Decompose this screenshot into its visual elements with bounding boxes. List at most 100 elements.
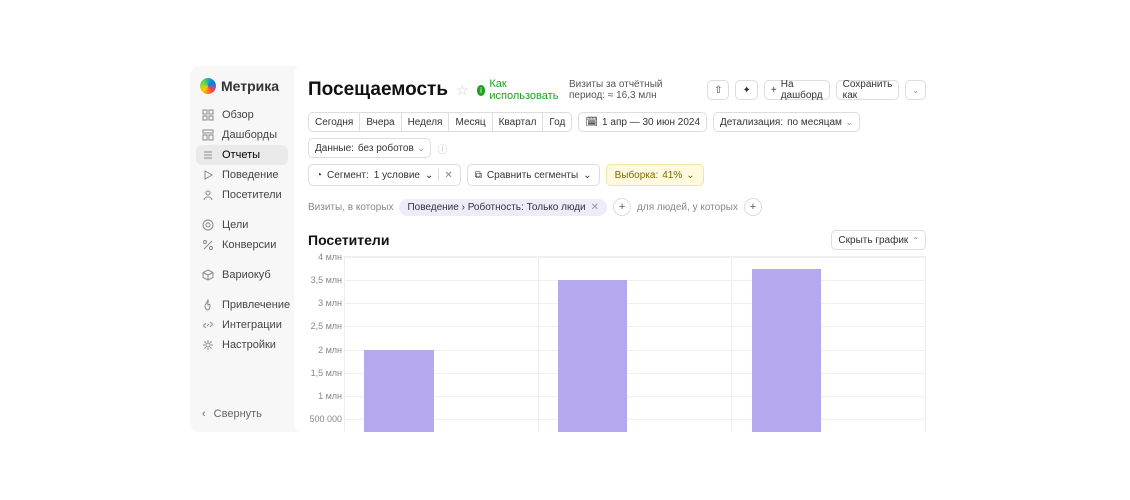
y-axis-label: 3 млн bbox=[318, 298, 342, 308]
sample-value: 41% bbox=[662, 170, 682, 181]
period-today[interactable]: Сегодня bbox=[308, 112, 359, 132]
brand: Метрика bbox=[196, 76, 288, 104]
chevron-down-icon: ⌄ bbox=[425, 170, 433, 181]
hide-chart-button[interactable]: Скрыть график ⌃ bbox=[831, 230, 926, 250]
sidebar-item-acquisition[interactable]: Привлечение bbox=[196, 295, 288, 315]
sidebar-item-label: Конверсии bbox=[222, 239, 276, 251]
share-button[interactable]: ⇧ bbox=[707, 80, 729, 100]
period-yesterday[interactable]: Вчера bbox=[359, 112, 400, 132]
add-dashboard-label: На дашборд bbox=[781, 79, 823, 101]
segment-icon: ◔ bbox=[316, 170, 322, 181]
chart-bar[interactable] bbox=[364, 350, 433, 433]
chart-title: Посетители bbox=[308, 232, 389, 248]
filter-people-label: для людей, у которых bbox=[637, 202, 738, 213]
chip-remove-icon[interactable]: ✕ bbox=[591, 202, 599, 213]
plus-icon: + bbox=[771, 85, 777, 96]
granularity-value: по месяцам bbox=[787, 117, 842, 128]
chevron-down-icon: ⌄ bbox=[686, 170, 694, 181]
compare-label: Сравнить сегменты bbox=[487, 170, 578, 181]
cube-icon bbox=[202, 269, 214, 281]
grid-icon bbox=[202, 109, 214, 121]
y-axis-label: 1,5 млн bbox=[311, 368, 342, 378]
period-week[interactable]: Неделя bbox=[401, 112, 449, 132]
sidebar-collapse-label: Свернуть bbox=[214, 408, 262, 420]
main-content: Посещаемость ☆ i Как использовать Визиты… bbox=[294, 66, 940, 432]
brand-name: Метрика bbox=[221, 78, 279, 94]
sidebar-item-conversions[interactable]: Конверсии bbox=[196, 235, 288, 255]
sidebar-item-goals[interactable]: Цели bbox=[196, 215, 288, 235]
compare-icon: ⧉ bbox=[475, 170, 482, 181]
sidebar-item-label: Обзор bbox=[222, 109, 254, 121]
data-filter-select[interactable]: Данные: без роботов ⌄ bbox=[308, 138, 431, 158]
period-summary: Визиты за отчётный период: ≈ 16,3 млн bbox=[569, 79, 701, 101]
sidebar-item-settings[interactable]: Настройки bbox=[196, 335, 288, 355]
brand-logo-icon bbox=[200, 78, 216, 94]
target-icon bbox=[202, 219, 214, 231]
filter-chip-robotness[interactable]: Поведение › Роботность: Только люди ✕ bbox=[399, 199, 607, 216]
sidebar-item-integrations[interactable]: Интеграции bbox=[196, 315, 288, 335]
howto-link[interactable]: i Как использовать bbox=[477, 78, 561, 102]
link-icon bbox=[202, 319, 214, 331]
ai-button[interactable]: ✦ bbox=[735, 80, 757, 100]
info-icon: i bbox=[477, 85, 486, 96]
sidebar-item-dashboards[interactable]: Дашборды bbox=[196, 125, 288, 145]
chart-column: Апр 24 bbox=[344, 257, 538, 432]
granularity-select[interactable]: Детализация: по месяцам ⌄ bbox=[713, 112, 860, 132]
sparkle-icon: ✦ bbox=[742, 85, 750, 96]
chevron-down-icon: ⌄ bbox=[912, 86, 919, 95]
chevron-down-icon: ⌄ bbox=[846, 118, 853, 127]
period-month[interactable]: Месяц bbox=[448, 112, 491, 132]
save-as-label: Сохранить как bbox=[843, 79, 893, 101]
chevron-down-icon: ⌄ bbox=[583, 170, 591, 181]
chart-bar[interactable] bbox=[752, 269, 821, 432]
add-people-filter-button[interactable]: + bbox=[744, 198, 762, 216]
chevron-up-icon: ⌃ bbox=[912, 236, 919, 245]
segment-prefix: Сегмент: bbox=[327, 170, 369, 181]
save-as-more-button[interactable]: ⌄ bbox=[905, 80, 926, 100]
sidebar-item-label: Посетители bbox=[222, 189, 282, 201]
sample-button[interactable]: Выборка: 41% ⌄ bbox=[606, 164, 704, 186]
chart-area: 4 млн3,5 млн3 млн2,5 млн2 млн1,5 млн1 мл… bbox=[344, 256, 926, 432]
sidebar-item-label: Вариокуб bbox=[222, 269, 271, 281]
date-range-picker[interactable]: 🗓 1 апр — 30 июн 2024 bbox=[578, 112, 707, 132]
sidebar-item-label: Настройки bbox=[222, 339, 276, 351]
sample-prefix: Выборка: bbox=[615, 170, 659, 181]
y-axis-label: 500 000 bbox=[309, 414, 342, 424]
chart-column: Июн 24 bbox=[731, 257, 925, 432]
chart-bar[interactable] bbox=[558, 280, 627, 432]
bookmark-icon[interactable]: ☆ bbox=[456, 82, 469, 99]
period-year[interactable]: Год bbox=[542, 112, 572, 132]
sidebar-item-overview[interactable]: Обзор bbox=[196, 105, 288, 125]
add-dashboard-button[interactable]: + На дашборд bbox=[764, 80, 830, 100]
y-axis-label: 3,5 млн bbox=[311, 275, 342, 285]
sidebar-item-label: Дашборды bbox=[222, 129, 277, 141]
howto-label: Как использовать bbox=[489, 78, 561, 102]
segment-clear-icon[interactable]: ✕ bbox=[444, 170, 452, 181]
add-visit-filter-button[interactable]: + bbox=[613, 198, 631, 216]
filter-chip-label: Поведение › Роботность: Только люди bbox=[407, 202, 585, 213]
share-icon: ⇧ bbox=[714, 85, 722, 96]
save-as-button[interactable]: Сохранить как bbox=[836, 80, 900, 100]
help-icon[interactable]: ⓘ bbox=[437, 141, 447, 156]
chevron-left-icon: ‹ bbox=[202, 408, 206, 420]
y-axis-label: 2,5 млн bbox=[311, 321, 342, 331]
sidebar-collapse[interactable]: ‹ Свернуть bbox=[196, 404, 288, 424]
sidebar-item-label: Отчеты bbox=[222, 149, 260, 161]
sidebar-item-variokub[interactable]: Вариокуб bbox=[196, 265, 288, 285]
y-axis-label: 2 млн bbox=[318, 345, 342, 355]
sidebar-item-reports[interactable]: Отчеты bbox=[196, 145, 288, 165]
sidebar-item-label: Интеграции bbox=[222, 319, 282, 331]
y-axis-label: 1 млн bbox=[318, 391, 342, 401]
compare-segments-button[interactable]: ⧉ Сравнить сегменты ⌄ bbox=[467, 164, 600, 186]
period-quarter[interactable]: Квартал bbox=[492, 112, 543, 132]
segment-button[interactable]: ◔ Сегмент: 1 условие ⌄ ✕ bbox=[308, 164, 461, 186]
sidebar-item-behavior[interactable]: Поведение bbox=[196, 165, 288, 185]
chart-column: Май 24 bbox=[538, 257, 732, 432]
sidebar-item-visitors[interactable]: Посетители bbox=[196, 185, 288, 205]
dash-icon bbox=[202, 129, 214, 141]
segment-value: 1 условие bbox=[374, 170, 420, 181]
percent-icon bbox=[202, 239, 214, 251]
play-icon bbox=[202, 169, 214, 181]
calendar-icon: 🗓 bbox=[585, 117, 598, 128]
date-range-label: 1 апр — 30 июн 2024 bbox=[602, 117, 700, 128]
